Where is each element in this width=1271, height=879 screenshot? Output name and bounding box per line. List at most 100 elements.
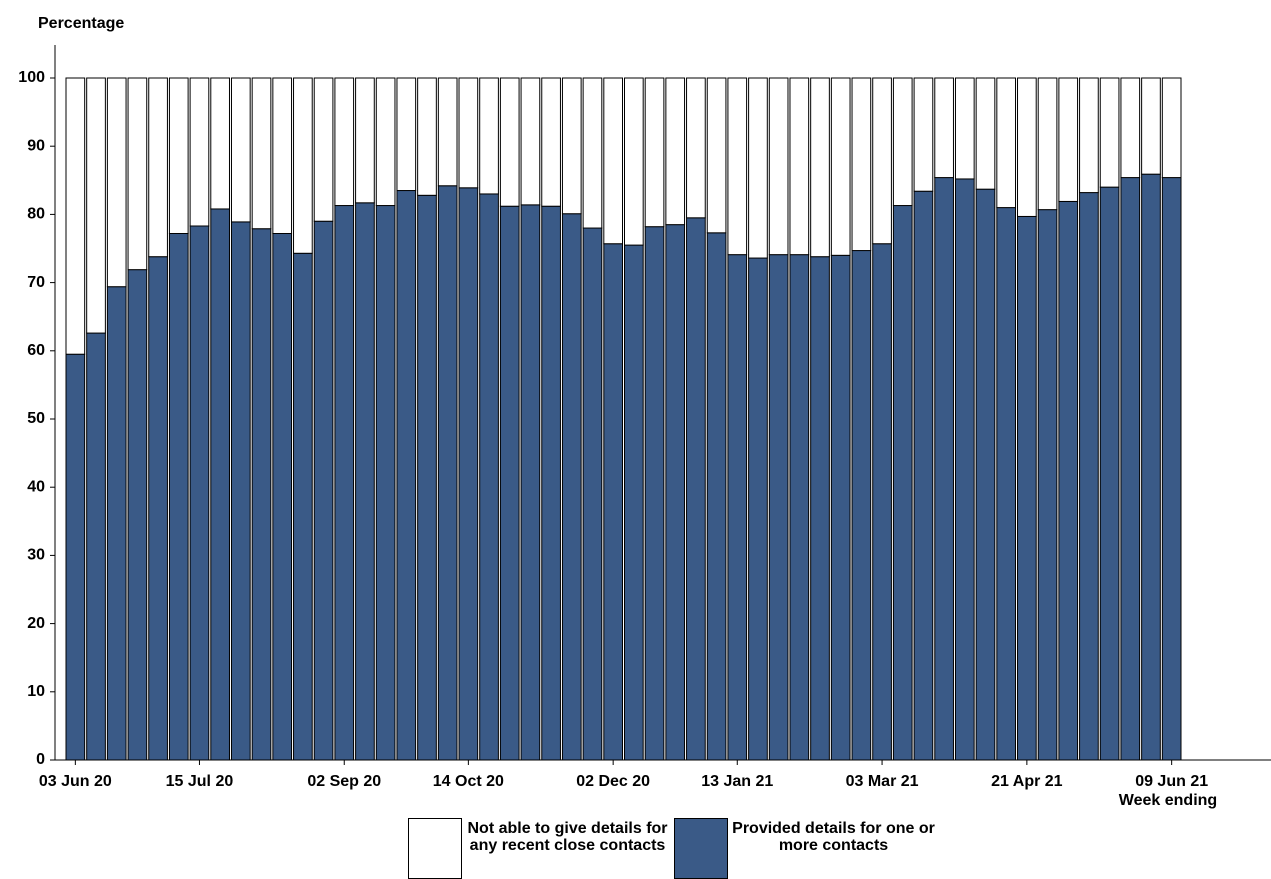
bar-segment xyxy=(334,205,355,761)
legend-item: Not able to give details for any recent … xyxy=(408,818,670,879)
bar-segment xyxy=(975,77,996,190)
bar-segment xyxy=(499,205,520,761)
bar-segment xyxy=(851,250,872,761)
y-tick-label: 10 xyxy=(27,683,45,700)
bar-segment xyxy=(479,193,499,761)
y-tick-label: 50 xyxy=(27,410,45,427)
bar-segment xyxy=(251,228,272,761)
bar-segment xyxy=(1099,77,1120,188)
bar-segment xyxy=(665,224,686,761)
bar-segment xyxy=(293,252,313,761)
bar-segment xyxy=(189,77,210,227)
bar-segment xyxy=(106,286,127,761)
bar-segment xyxy=(148,77,168,258)
bar-segment xyxy=(996,77,1017,209)
bar-segment xyxy=(210,77,230,210)
bar-segment xyxy=(1017,215,1037,761)
bar-segment xyxy=(189,225,210,761)
y-tick-label: 20 xyxy=(27,615,45,632)
bar-segment xyxy=(313,77,334,222)
bar-segment xyxy=(686,217,706,761)
bar-segment xyxy=(86,77,106,334)
bar-segment xyxy=(975,188,996,761)
bar-segment xyxy=(520,77,541,206)
bar-segment xyxy=(127,77,148,271)
bar-segment xyxy=(872,243,892,761)
bar-segment xyxy=(789,254,810,761)
x-tick-label: 15 Jul 20 xyxy=(166,773,234,790)
bar-segment xyxy=(272,232,293,761)
y-tick-label: 60 xyxy=(27,342,45,359)
legend-label: Provided details for one or more contact… xyxy=(732,820,935,854)
y-tick-label: 70 xyxy=(27,274,45,291)
bar-segment xyxy=(872,77,892,245)
bar-segment xyxy=(748,77,768,259)
bar-segment xyxy=(996,207,1017,761)
bar-segment xyxy=(624,244,644,761)
bar-segment xyxy=(934,77,954,179)
bar-segment xyxy=(892,205,913,761)
bar-segment xyxy=(727,254,748,761)
bar-segment xyxy=(851,77,872,252)
y-tick-label: 30 xyxy=(27,547,45,564)
bar-segment xyxy=(603,77,624,245)
bar-segment xyxy=(561,77,582,215)
bar-segment xyxy=(375,205,396,761)
bar-segment xyxy=(230,77,251,223)
bar-segment xyxy=(1099,186,1120,761)
bar-segment xyxy=(748,257,768,761)
x-tick-label: 14 Oct 20 xyxy=(433,773,504,790)
bar-segment xyxy=(272,77,293,234)
bar-segment xyxy=(396,77,417,192)
bar-segment xyxy=(65,77,86,355)
x-tick-label: 13 Jan 21 xyxy=(701,773,773,790)
y-tick-label: 80 xyxy=(27,206,45,223)
bar-segment xyxy=(913,77,934,192)
bar-segment xyxy=(1058,200,1079,761)
bar-segment xyxy=(458,187,479,761)
bar-segment xyxy=(892,77,913,207)
bar-segment xyxy=(1141,77,1161,175)
bar-segment xyxy=(1120,177,1141,761)
bar-segment xyxy=(644,77,665,228)
bar-segment xyxy=(603,243,624,761)
bar-segment xyxy=(1120,77,1141,179)
bar-segment xyxy=(106,77,127,288)
bar-segment xyxy=(437,77,458,187)
bar-segment xyxy=(1079,77,1099,194)
bar-segment xyxy=(706,77,727,234)
bar-segment xyxy=(561,213,582,761)
x-tick-label: 09 Jun 21 xyxy=(1135,773,1208,790)
bar-segment xyxy=(417,77,437,196)
bar-segment xyxy=(1161,77,1182,179)
bar-segment xyxy=(334,77,355,207)
bar-segment xyxy=(210,208,230,761)
bar-segment xyxy=(706,232,727,761)
x-axis-title: Week ending xyxy=(1119,792,1217,809)
bar-segment xyxy=(830,77,851,256)
bar-segment xyxy=(1037,209,1058,761)
bar-segment xyxy=(624,77,644,246)
bar-segment xyxy=(954,178,975,761)
bar-segment xyxy=(251,77,272,230)
bar-segment xyxy=(396,190,417,761)
bar-segment xyxy=(168,77,189,234)
x-tick-label: 02 Dec 20 xyxy=(576,773,650,790)
bar-segment xyxy=(913,190,934,761)
bar-segment xyxy=(810,256,830,761)
y-axis-title: Percentage xyxy=(38,15,124,32)
bar-segment xyxy=(1017,77,1037,217)
bar-segment xyxy=(437,185,458,761)
bar-segment xyxy=(1058,77,1079,202)
bar-segment xyxy=(768,254,789,761)
bar-segment xyxy=(810,77,830,258)
legend-item: Provided details for one or more contact… xyxy=(674,818,936,879)
bar-segment xyxy=(1141,173,1161,761)
bar-segment xyxy=(1037,77,1058,211)
bar-segment xyxy=(934,177,954,761)
bar-segment xyxy=(148,256,168,761)
bar-segment xyxy=(293,77,313,254)
bar-segment xyxy=(86,332,106,761)
bar-segment xyxy=(541,77,561,207)
